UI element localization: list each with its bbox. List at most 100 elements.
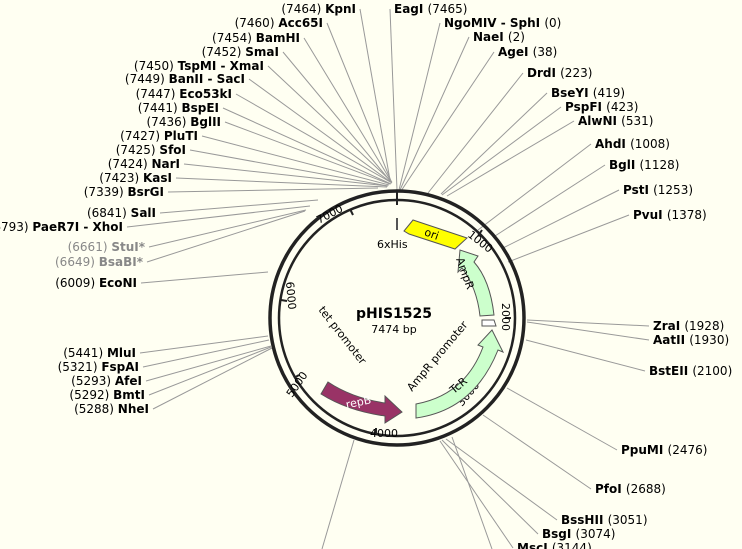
site-name: Acc65I (278, 16, 323, 30)
site-label-right: AgeI (38) (498, 45, 557, 59)
site-name: PfoI (595, 482, 626, 496)
site-connector (146, 210, 306, 263)
site-label-left: (5288) NheI (74, 402, 149, 416)
site-connector (506, 387, 618, 451)
site-name: PaeR7I - XhoI (32, 220, 123, 234)
site-name: PstI (623, 183, 653, 197)
site-connector (303, 37, 392, 182)
site-position: (7460) (235, 16, 279, 30)
plasmid-size: 7474 bp (371, 323, 416, 336)
site-connector (152, 347, 273, 410)
site-position: (3144) (552, 541, 592, 549)
site-connector (148, 346, 272, 396)
site-name: EagI (394, 2, 428, 16)
site-position: (419) (593, 86, 625, 100)
site-name: KasI (143, 171, 172, 185)
site-name: NheI (118, 402, 149, 416)
site-name: BmtI (113, 388, 145, 402)
site-name: BsgI (542, 527, 576, 541)
site-position: (1930) (689, 333, 729, 347)
site-connector (145, 345, 272, 382)
site-name: BstEII (649, 364, 692, 378)
site-name: EcoNI (99, 276, 137, 290)
site-label-right: EagI (7465) (394, 2, 467, 16)
site-name: BglII (190, 115, 221, 129)
tick-7000: 7000 (314, 202, 345, 227)
site-connector (201, 135, 390, 186)
site-connector (282, 51, 392, 183)
site-label-left: (7427) PluTI (120, 129, 198, 143)
site-name: NaeI (473, 30, 508, 44)
site-label-left: (7339) BsrGI (84, 185, 164, 199)
site-name: AgeI (498, 45, 533, 59)
site-connector (222, 107, 392, 185)
site-label-left: (6649) BsaBI* (55, 255, 144, 269)
site-position: (1128) (640, 158, 680, 172)
site-label-right: BglI (1128) (609, 158, 679, 172)
site-name: BssHII (561, 513, 608, 527)
site-name: DrdI (527, 66, 560, 80)
site-name: MscI (517, 541, 552, 549)
site-name: BamHI (256, 31, 300, 45)
site-label-left: (7423) KasI (99, 171, 172, 185)
site-connector (400, 51, 495, 192)
site-connector (441, 439, 539, 535)
ori-arrow (403, 219, 468, 250)
site-position: (6661) (68, 240, 112, 254)
site-position: (223) (560, 66, 592, 80)
site-position: (7449) (125, 72, 169, 86)
site-position: (2476) (668, 443, 708, 457)
site-name: KpnI (325, 2, 356, 16)
ori-feature: ori (403, 219, 468, 250)
site-label-right: AlwNI (531) (578, 114, 653, 128)
site-position: (7339) (84, 185, 128, 199)
site-label-right: AhdI (1008) (595, 137, 670, 151)
site-connector (359, 8, 391, 181)
site-connector (140, 271, 269, 284)
tcr-arrow (415, 329, 505, 419)
site-label-left: (7447) Eco53kI (136, 87, 232, 101)
site-label-right: AatII (1930) (653, 333, 729, 347)
site-label-right: NaeI (2) (473, 30, 525, 44)
site-position: (423) (606, 100, 638, 114)
site-position: (5441) (63, 346, 107, 360)
site-position: (6009) (55, 276, 99, 290)
site-connector (525, 339, 646, 372)
site-label-left: (7436) BglII (147, 115, 222, 129)
site-label-right: BseYI (419) (551, 86, 625, 100)
right-site-labels: EagI (7465)NgoMIV - SphI (0)NaeI (2)AgeI… (394, 2, 732, 549)
site-position: (531) (621, 114, 653, 128)
site-position: (7450) (134, 59, 178, 73)
site-connector (159, 199, 319, 214)
site-position: (5292) (69, 388, 113, 402)
site-label-left: (6793) PaeR7I - XhoI (0, 220, 123, 234)
site-connector (526, 319, 650, 327)
site-position: (2) (508, 30, 525, 44)
site-name: AhdI (595, 137, 630, 151)
site-position: (7447) (136, 87, 180, 101)
site-position: (6649) (55, 255, 99, 269)
site-connector (399, 36, 470, 191)
site-name: NgoMIV - SphI (444, 16, 544, 30)
site-position: (5321) (58, 360, 102, 374)
site-label-right: BssHII (3051) (561, 513, 648, 527)
site-connector (248, 78, 393, 184)
site-position: (6793) (0, 220, 32, 234)
ampr-promoter-arrow (481, 319, 497, 327)
site-name: PpuMI (621, 443, 668, 457)
site-name: ZraI (653, 319, 684, 333)
site-connector (267, 65, 393, 183)
site-connector (445, 438, 558, 521)
site-position: (1008) (630, 137, 670, 151)
site-label-left: (5293) AfeI (71, 374, 142, 388)
site-label-left: (5292) BmtI (69, 388, 145, 402)
site-label-right: ZraI (1928) (653, 319, 724, 333)
his-tag-label: 6xHis (377, 238, 408, 251)
site-label-left: (7460) Acc65I (235, 16, 323, 30)
site-label-right: PstI (1253) (623, 183, 693, 197)
site-position: (38) (533, 45, 558, 59)
site-connector (477, 143, 592, 231)
site-position: (7452) (202, 45, 246, 59)
ori-label: ori (423, 226, 441, 243)
site-connector (326, 22, 392, 182)
